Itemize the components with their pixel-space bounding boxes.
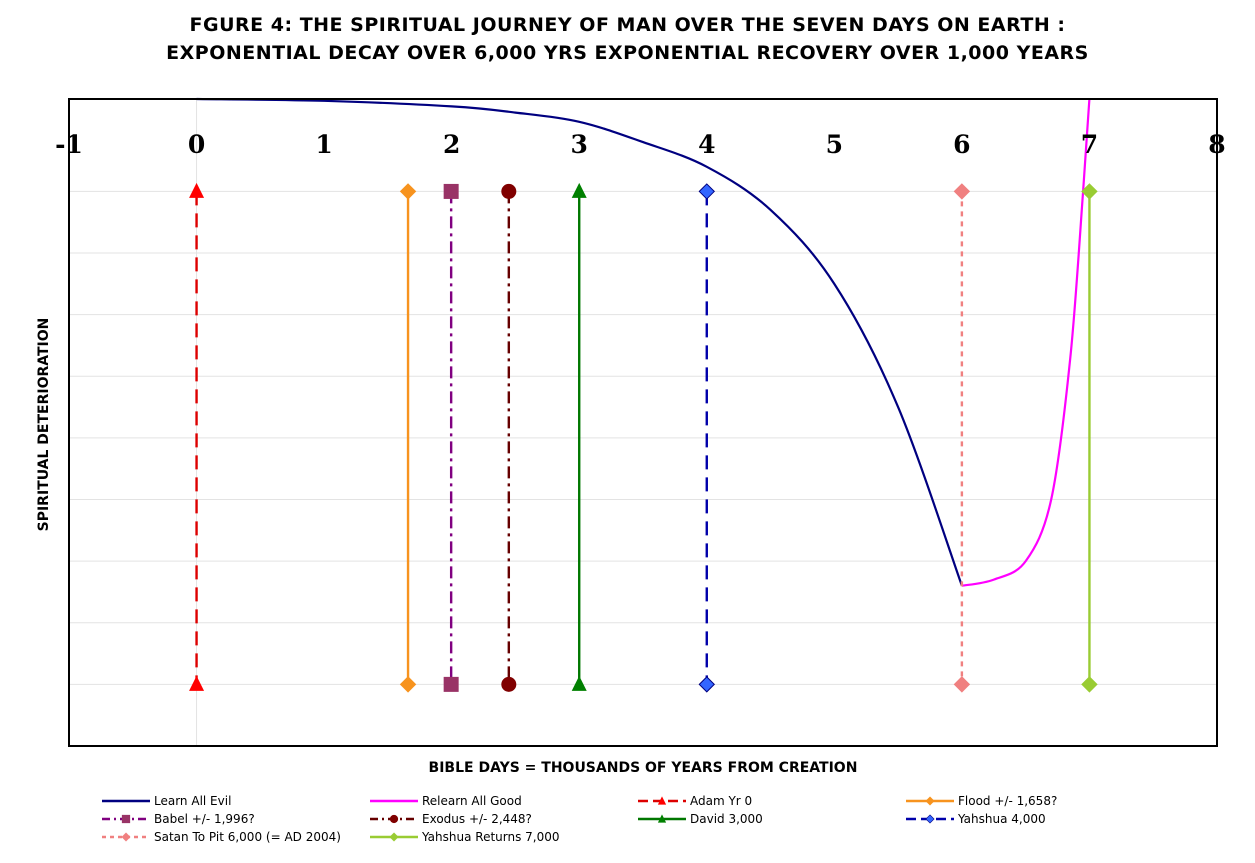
legend-label: David 3,000	[690, 812, 763, 826]
legend-swatch-marker	[925, 814, 935, 824]
y-axis-label: SPIRITUAL DETERIORATION	[36, 318, 52, 532]
legend-swatch	[102, 832, 150, 842]
legend-swatch	[370, 814, 418, 824]
x-tick-label: 4	[698, 130, 715, 159]
legend-swatch	[906, 796, 954, 806]
legend-swatch	[638, 796, 686, 805]
event-marker	[1081, 183, 1098, 200]
legend-swatch	[370, 799, 418, 803]
legend-label: Learn All Evil	[154, 794, 232, 808]
event-marker	[189, 182, 205, 198]
plot-area	[69, 99, 1217, 746]
event-marker	[189, 675, 205, 691]
event-marker	[953, 183, 971, 200]
legend-swatch	[102, 814, 150, 824]
legend-swatch	[102, 799, 150, 803]
legend-swatch-marker	[389, 814, 399, 824]
event-marker	[501, 183, 517, 199]
event-marker	[698, 676, 715, 693]
x-tick-label: 2	[443, 130, 460, 159]
legend-swatch	[906, 814, 954, 824]
legend-label: Babel +/- 1,996?	[154, 812, 255, 826]
legend-label: Exodus +/- 2,448?	[422, 812, 532, 826]
legend-swatch-marker	[657, 814, 667, 823]
event-marker	[399, 676, 417, 693]
legend-label: Relearn All Good	[422, 794, 522, 808]
event-marker	[399, 183, 417, 200]
legend-label: Flood +/- 1,658?	[958, 794, 1058, 808]
legend-swatch	[370, 832, 418, 842]
event-marker	[953, 676, 971, 693]
event-marker	[443, 676, 459, 692]
series-line	[196, 97, 963, 587]
event-marker	[1081, 676, 1098, 693]
event-marker	[698, 183, 715, 200]
legend-label: Satan To Pit 6,000 (= AD 2004)	[154, 830, 341, 844]
x-tick-label: 0	[188, 130, 205, 159]
event-marker	[443, 183, 459, 199]
legend-swatch-marker	[121, 814, 131, 824]
chart-subtitle: EXPONENTIAL DECAY OVER 6,000 YRS EXPONEN…	[166, 42, 1089, 64]
x-tick-label: 7	[1081, 130, 1098, 159]
x-tick-label: 6	[953, 130, 970, 159]
x-tick-label: 5	[826, 130, 843, 159]
legend-swatch-marker	[657, 796, 667, 805]
legend-swatch-marker	[925, 796, 935, 806]
legend-swatch	[638, 814, 686, 823]
x-tick-label: 1	[315, 130, 332, 159]
event-marker	[501, 676, 517, 692]
plot-frame	[68, 98, 1218, 747]
event-marker	[571, 675, 587, 691]
chart-title: FGURE 4: THE SPIRITUAL JOURNEY OF MAN OV…	[189, 14, 1066, 36]
x-axis-label: BIBLE DAYS = THOUSANDS OF YEARS FROM CRE…	[429, 760, 858, 776]
x-tick-label: 3	[571, 130, 588, 159]
legend-swatch-marker	[389, 832, 399, 842]
legend-label: Adam Yr 0	[690, 794, 753, 808]
legend-label: Yahshua 4,000	[958, 812, 1046, 826]
event-marker	[571, 182, 587, 198]
legend-swatch-marker	[121, 832, 131, 842]
legend-label: Yahshua Returns 7,000	[422, 830, 560, 844]
